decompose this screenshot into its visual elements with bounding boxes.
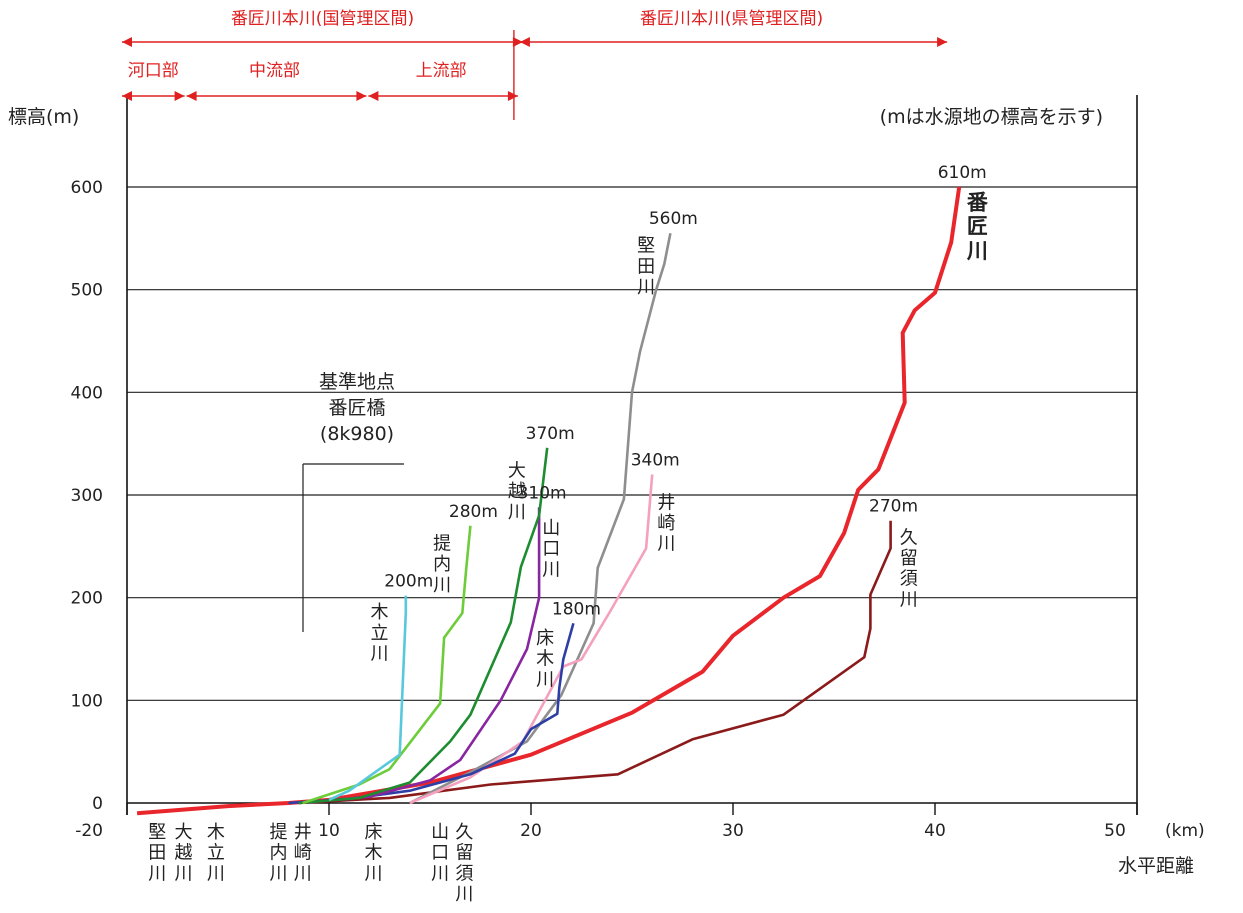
section-label: 番匠川本川(国管理区間) [231, 9, 414, 29]
confluence-label: 山口川 [431, 822, 449, 884]
series-lines [136, 186, 962, 816]
chart-note: (mは水源地の標高を示す) [880, 106, 1103, 128]
confluence-label: 堅田川 [148, 822, 166, 884]
series-line [298, 507, 541, 805]
section-arrow-head [122, 37, 132, 47]
source-elevation-label: 270m [869, 497, 918, 517]
series-line [328, 595, 408, 802]
y-tick-label: 500 [71, 281, 103, 301]
section-arrow-head [512, 37, 523, 47]
series-name-label: 久留須川 [900, 527, 918, 610]
series-name-label: 堅田川 [637, 236, 655, 298]
reference-point-label: 番匠橋 [328, 397, 385, 419]
y-tick-label: 400 [71, 383, 103, 403]
series-name-label: 木立川 [371, 602, 389, 664]
source-elevation-label: 280m [449, 502, 498, 522]
grid-lines [127, 186, 1137, 701]
section-arrow-head [356, 91, 367, 101]
y-tick-label: -20 [75, 821, 103, 841]
section-arrow-head [368, 91, 379, 101]
series-name-label: 番匠川 [966, 191, 989, 263]
source-elevation-label: 200m [384, 572, 433, 592]
series-name-label: 大越川 [508, 461, 526, 523]
section-label: 番匠川本川(県管理区間) [640, 9, 823, 29]
source-elevation-label: 370m [526, 424, 575, 444]
section-arrows: 番匠川本川(国管理区間) 番匠川本川(県管理区間) 河口部 中流部 上流部 [122, 9, 948, 120]
series-line [136, 186, 962, 816]
x-tick-label: 10 [318, 821, 340, 841]
reference-point-label: (8k980) [320, 423, 394, 445]
section-label: 上流部 [416, 61, 467, 81]
source-elevation-label: 310m [518, 483, 567, 503]
y-tick-label: 300 [71, 486, 103, 506]
confluence-label: 久留須川 [455, 822, 473, 905]
source-elevation-label: 560m [649, 209, 698, 229]
confluence-label: 大越川 [175, 822, 193, 884]
source-elevation-label: 340m [631, 450, 680, 470]
x-tick-label: 40 [924, 821, 946, 841]
section-arrow-head [174, 91, 185, 101]
series-line [302, 525, 472, 805]
confluence-label: 床木川 [364, 822, 382, 884]
y-tick-label: 100 [71, 691, 103, 711]
source-elevation-label: 180m [552, 599, 601, 619]
x-tick-label: 50 [1104, 821, 1126, 841]
series-line [298, 447, 549, 805]
section-arrow-head [122, 91, 132, 101]
section-arrow-head [937, 37, 948, 47]
series-name-label: 床木川 [536, 628, 554, 690]
y-tick-label: 0 [92, 794, 103, 814]
source-elevation-label: 610m [938, 163, 987, 183]
x-tick-label: 30 [722, 821, 744, 841]
x-axis-label: 水平距離 [1118, 855, 1194, 877]
series-name-label: 提内川 [433, 533, 451, 595]
y-tick-label: 600 [71, 178, 103, 198]
section-arrow-head [186, 91, 197, 101]
confluence-label: 提内川 [270, 822, 288, 884]
series-name-label: 井崎川 [657, 492, 675, 554]
x-tick-label: 20 [520, 821, 542, 841]
series-line [298, 520, 892, 805]
section-label: 中流部 [249, 61, 300, 81]
confluence-label: 木立川 [207, 822, 225, 884]
section-arrow-head [519, 37, 530, 47]
reference-point-label: 基準地点 [319, 371, 395, 393]
x-axis-unit: (km) [1165, 821, 1205, 841]
section-arrow-head [507, 91, 518, 101]
series-name-label: 山口川 [542, 518, 560, 580]
confluence-label: 井崎川 [294, 822, 312, 884]
y-tick-label: 200 [71, 589, 103, 609]
section-label: 河口部 [128, 61, 179, 81]
series-labels: 610m270m560m340m180m310m370m280m200m堅田川番… [148, 163, 989, 905]
y-axis-label: 標高(m) [8, 106, 79, 128]
